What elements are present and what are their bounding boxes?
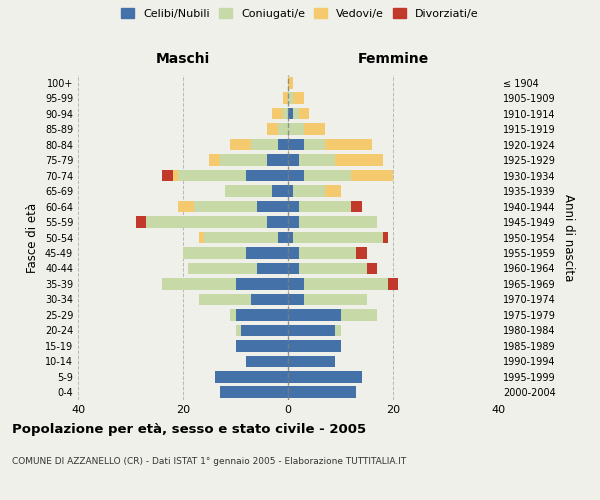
Bar [293, 232, 383, 243]
Bar [146, 216, 267, 228]
Bar [288, 77, 293, 88]
Bar [257, 200, 288, 212]
Bar [193, 200, 257, 212]
Bar [293, 108, 299, 120]
Bar [299, 108, 309, 120]
Bar [283, 108, 288, 120]
Bar [199, 294, 251, 305]
Bar [235, 278, 288, 289]
Bar [220, 386, 288, 398]
Bar [235, 309, 288, 320]
Bar [246, 170, 288, 181]
Bar [367, 262, 377, 274]
Bar [277, 232, 288, 243]
Bar [257, 262, 288, 274]
Bar [288, 200, 299, 212]
Bar [383, 232, 388, 243]
Bar [230, 309, 235, 320]
Bar [251, 139, 277, 150]
Bar [288, 124, 304, 135]
Bar [288, 186, 293, 197]
Text: Femmine: Femmine [358, 52, 428, 66]
Bar [178, 170, 246, 181]
Bar [246, 356, 288, 367]
Bar [277, 139, 288, 150]
Bar [136, 216, 146, 228]
Bar [204, 232, 277, 243]
Bar [235, 324, 241, 336]
Bar [299, 200, 351, 212]
Bar [304, 294, 367, 305]
Bar [288, 139, 304, 150]
Bar [246, 247, 288, 259]
Bar [288, 371, 361, 382]
Text: COMUNE DI AZZANELLO (CR) - Dati ISTAT 1° gennaio 2005 - Elaborazione TUTTITALIA.: COMUNE DI AZZANELLO (CR) - Dati ISTAT 1°… [12, 458, 406, 466]
Bar [288, 309, 341, 320]
Bar [293, 186, 325, 197]
Bar [299, 154, 335, 166]
Bar [299, 262, 367, 274]
Bar [188, 262, 257, 274]
Bar [288, 247, 299, 259]
Bar [235, 340, 288, 351]
Bar [388, 278, 398, 289]
Bar [162, 170, 173, 181]
Bar [288, 232, 293, 243]
Bar [288, 216, 299, 228]
Bar [304, 278, 388, 289]
Bar [299, 216, 377, 228]
Bar [199, 232, 204, 243]
Bar [267, 216, 288, 228]
Bar [173, 170, 178, 181]
Bar [351, 170, 393, 181]
Bar [220, 154, 267, 166]
Bar [162, 278, 235, 289]
Bar [283, 92, 288, 104]
Y-axis label: Anni di nascita: Anni di nascita [562, 194, 575, 281]
Bar [288, 154, 299, 166]
Bar [325, 139, 372, 150]
Legend: Celibi/Nubili, Coniugati/e, Vedovi/e, Divorziati/e: Celibi/Nubili, Coniugati/e, Vedovi/e, Di… [121, 8, 479, 19]
Bar [293, 92, 304, 104]
Text: Maschi: Maschi [156, 52, 210, 66]
Bar [325, 186, 341, 197]
Bar [241, 324, 288, 336]
Bar [272, 186, 288, 197]
Bar [277, 124, 288, 135]
Bar [230, 139, 251, 150]
Bar [288, 170, 304, 181]
Bar [288, 386, 356, 398]
Bar [299, 247, 356, 259]
Text: Popolazione per età, sesso e stato civile - 2005: Popolazione per età, sesso e stato civil… [12, 422, 366, 436]
Bar [304, 139, 325, 150]
Bar [304, 124, 325, 135]
Bar [209, 154, 220, 166]
Bar [215, 371, 288, 382]
Bar [267, 154, 288, 166]
Bar [341, 309, 377, 320]
Bar [178, 200, 193, 212]
Bar [288, 324, 335, 336]
Bar [356, 247, 367, 259]
Bar [288, 92, 293, 104]
Bar [267, 124, 277, 135]
Bar [351, 200, 361, 212]
Bar [288, 356, 335, 367]
Y-axis label: Fasce di età: Fasce di età [26, 202, 39, 272]
Bar [288, 294, 304, 305]
Bar [251, 294, 288, 305]
Bar [225, 186, 272, 197]
Bar [335, 154, 383, 166]
Bar [288, 108, 293, 120]
Bar [183, 247, 246, 259]
Bar [288, 278, 304, 289]
Bar [288, 262, 299, 274]
Bar [288, 340, 341, 351]
Bar [272, 108, 283, 120]
Bar [335, 324, 341, 336]
Bar [304, 170, 351, 181]
